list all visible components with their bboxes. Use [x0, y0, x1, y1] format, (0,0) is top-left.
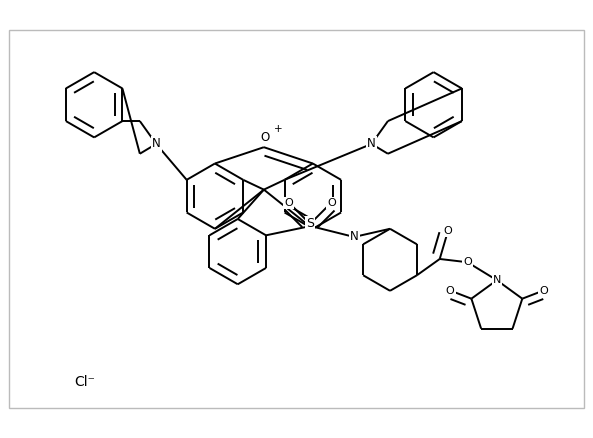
Text: O: O [463, 257, 472, 267]
Text: +: + [274, 124, 283, 134]
Text: O: O [327, 198, 336, 208]
Text: O: O [261, 131, 270, 144]
Text: S: S [306, 217, 314, 230]
Text: N: N [493, 275, 501, 285]
Text: N: N [152, 138, 161, 150]
Text: N: N [367, 138, 376, 150]
Text: O: O [285, 198, 294, 208]
Text: Cl⁻: Cl⁻ [74, 375, 95, 389]
Text: N: N [350, 230, 359, 244]
Text: O: O [446, 286, 455, 296]
Text: O: O [444, 226, 452, 236]
Text: O: O [539, 286, 548, 296]
